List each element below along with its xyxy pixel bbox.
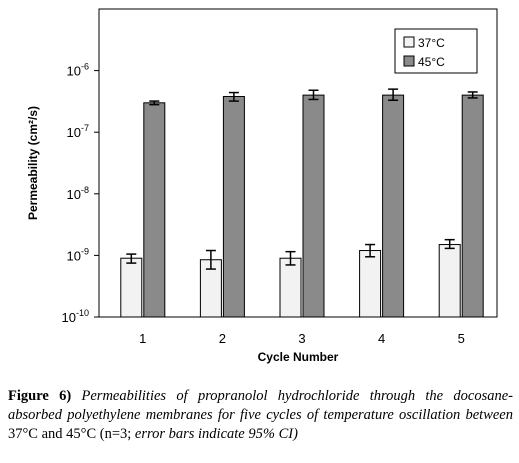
y-tick-label: 10-9	[67, 246, 89, 263]
y-tick-label: 10-6	[67, 62, 89, 79]
x-tick-label: 5	[458, 331, 465, 346]
bar-37c	[359, 250, 382, 318]
y-tick-label: 10-10	[62, 308, 89, 325]
x-tick-label: 1	[139, 331, 146, 346]
y-tick-label: 10-8	[67, 185, 89, 202]
y-tick-label: 10-7	[67, 123, 89, 140]
legend-label: 37°C	[418, 36, 445, 50]
x-tick-label: 2	[219, 331, 226, 346]
bar-37c	[438, 244, 461, 318]
legend-label: 45°C	[418, 55, 445, 69]
y-axis-title: Permeability (cm²/s)	[26, 106, 40, 220]
figure-caption: Figure 6) Permeabilities of propranolol …	[8, 387, 513, 444]
caption-label: Figure 6)	[8, 388, 72, 404]
bar-45c	[461, 94, 484, 318]
permeability-chart: 10-10 10-9 10-8 10-7 10-6 1 2 3 4 5 Cycle Number Pe…	[26, 8, 498, 364]
x-tick-label: 4	[378, 331, 385, 346]
legend-swatch	[403, 55, 415, 67]
caption-text: Permeabilities of propranolol hydrochlor…	[8, 388, 514, 423]
caption-tail: error bars indicate 95% CI)	[131, 426, 298, 442]
x-tick-label: 3	[298, 331, 305, 346]
x-axis-title: Cycle Number	[258, 350, 339, 364]
bar-45c	[302, 94, 325, 318]
bar-45c	[382, 94, 405, 318]
bar-45c	[143, 102, 166, 318]
bar-37c	[120, 257, 143, 318]
legend-swatch	[403, 36, 415, 48]
bar-45c	[222, 95, 245, 318]
bar-37c	[279, 257, 302, 318]
caption-conditions: 37°C and 45°C (n=3;	[8, 426, 132, 442]
